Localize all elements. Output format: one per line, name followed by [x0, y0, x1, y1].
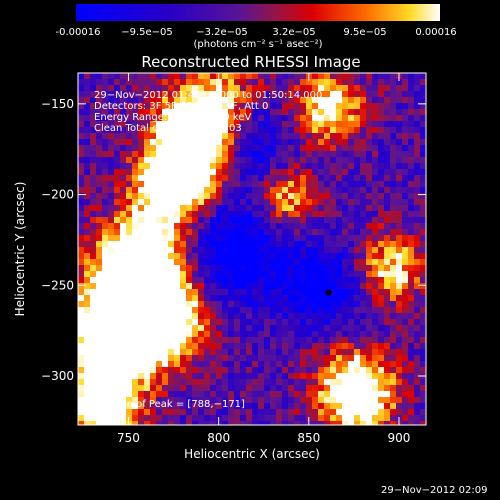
annotation-energy-range: Energy Range: 25.0 − 50.0 keV	[94, 112, 251, 123]
colorbar-units: (photons cm⁻² s⁻¹ asec⁻²)	[193, 39, 323, 50]
colorbar	[76, 4, 440, 21]
colorbar-tick-4: 9.5e−05	[343, 27, 387, 38]
colorbar-tick-5: 0.00016	[415, 27, 457, 38]
timestamp: 29−Nov−2012 02:09	[381, 485, 488, 496]
annotation-time-range: 29−Nov−2012 01:46:08.000 to 01:50:14.000	[94, 90, 322, 101]
x-axis-label: Heliocentric X (arcsec)	[184, 447, 320, 461]
y-axis-label: Heliocentric Y (arcsec)	[13, 182, 27, 317]
colorbar-tick-1: −9.5e−05	[121, 27, 173, 38]
colorbar-tick-2: −3.2e−05	[196, 27, 248, 38]
annotation-peak-position: Position of Peak = [788,−171]	[94, 399, 245, 410]
peak-marker	[325, 289, 332, 296]
heatmap-cells	[78, 73, 426, 425]
annotation-clean-counts: Clean Total counts: 4.37E+03	[94, 123, 242, 134]
x-tick-label: 750	[117, 431, 140, 445]
colorbar-tick-0: -0.00016	[55, 27, 101, 38]
y-tick-label: −250	[41, 278, 74, 292]
annotation-detectors: Detectors: 3F 5F 6F 7F 8F 9F, Att 0	[94, 101, 268, 112]
x-tick-label: 800	[207, 431, 230, 445]
y-tick-label: −300	[41, 369, 74, 383]
x-tick-label: 900	[388, 431, 411, 445]
x-tick-label: 850	[297, 431, 320, 445]
y-tick-label: −200	[41, 188, 74, 202]
colorbar-tick-3: 3.2e−05	[272, 27, 316, 38]
chart-title: Reconstructed RHESSI Image	[141, 53, 361, 71]
y-tick-label: −150	[41, 97, 74, 111]
y-ticks: −150 −200 −250 −300	[41, 97, 426, 383]
plot-frame	[77, 72, 427, 426]
x-ticks: 750 800 850 900	[117, 73, 410, 445]
